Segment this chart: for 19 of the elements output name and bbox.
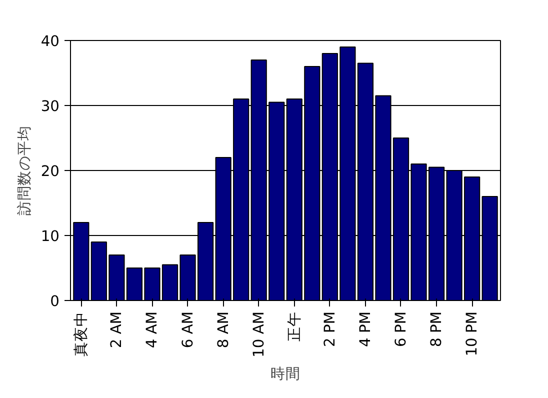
x-tick-label: 8 AM — [214, 312, 232, 348]
x-tick-label: 2 PM — [321, 312, 338, 347]
y-tick-label: 0 — [50, 293, 60, 310]
x-tick-label: 6 PM — [392, 312, 410, 347]
x-tick-label: 8 PM — [428, 312, 446, 347]
y-tick-label: 30 — [40, 98, 60, 115]
y-axis-title: 訪問数の平均 — [16, 126, 33, 216]
x-tick-label: 4 AM — [144, 312, 161, 348]
y-tick-label: 40 — [40, 33, 60, 50]
x-tick-label: 10 PM — [464, 311, 481, 356]
x-tick-label: 6 AM — [179, 312, 196, 348]
y-tick-label: 20 — [40, 163, 60, 180]
x-tick-label: 2 AM — [108, 312, 126, 348]
x-axis-title: 時間 — [270, 365, 300, 382]
x-tick-label: 正午 — [286, 312, 303, 342]
y-tick-label: 10 — [40, 228, 60, 245]
x-tick-label: 4 PM — [356, 312, 374, 347]
x-tick-label: 10 AM — [250, 311, 268, 358]
x-tick-label: 真夜中 — [72, 312, 90, 356]
